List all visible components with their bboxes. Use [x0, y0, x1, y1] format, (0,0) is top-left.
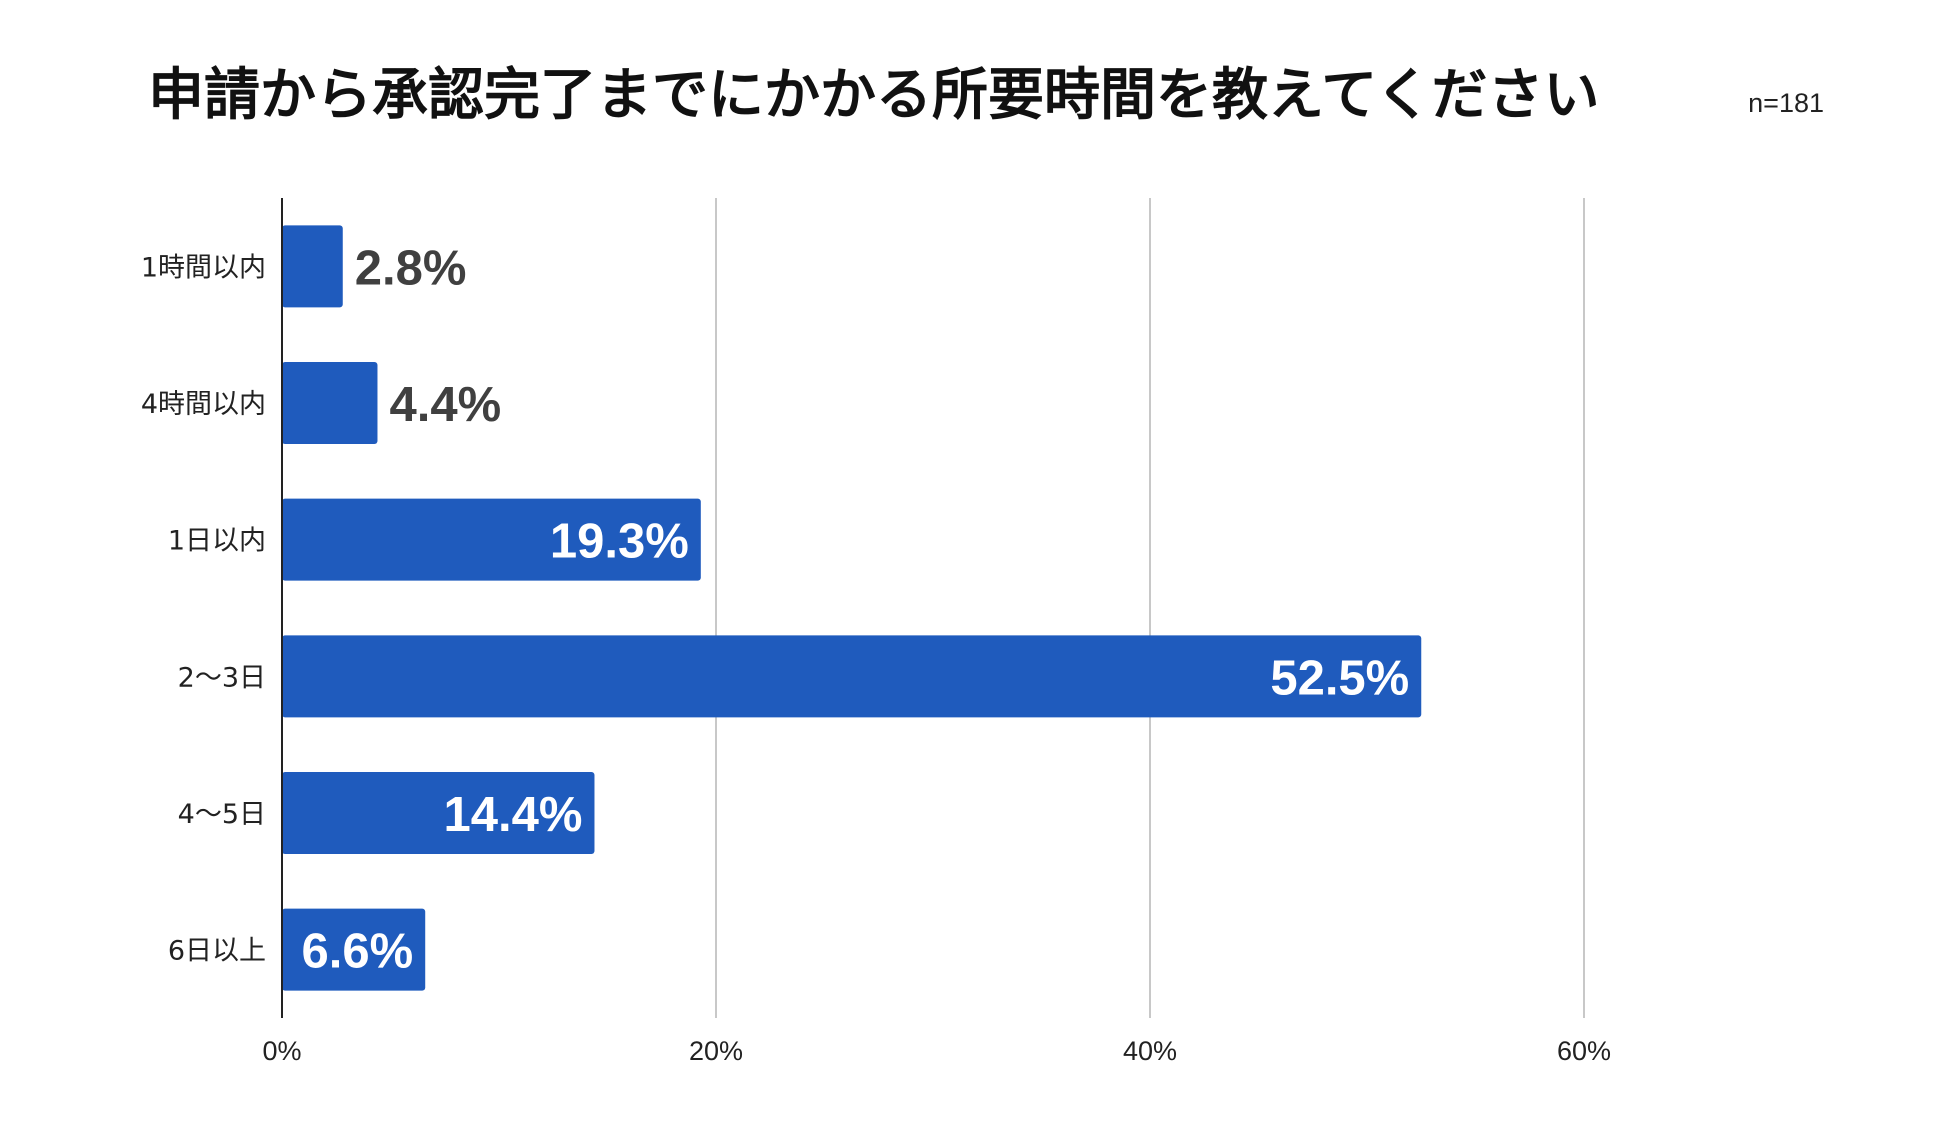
labels: 0% 20% 40% 60% 1時間以内 2.8% 4時間以内 4.4% 1日以内 19.3% 2〜…	[141, 241, 1611, 1066]
category-label: 1日以内	[168, 526, 266, 557]
category-label: 1時間以内	[141, 252, 266, 283]
bar	[282, 362, 378, 444]
value-label: 52.5%	[1270, 651, 1409, 705]
bars	[282, 225, 1422, 991]
bar	[282, 498, 701, 581]
value-label: 2.8%	[355, 241, 467, 295]
x-tick-label: 0%	[262, 1036, 301, 1066]
value-label: 19.3%	[550, 515, 689, 569]
gridlines	[715, 198, 1585, 1018]
category-label: 4時間以内	[141, 389, 266, 420]
x-tick-label: 40%	[1123, 1036, 1177, 1066]
bar	[282, 908, 426, 991]
value-label: 6.6%	[302, 925, 414, 979]
bar	[282, 772, 595, 854]
chart-title: 申請から承認完了までにかかる所要時間を教えてください	[148, 63, 1600, 128]
sample-size-label: n=181	[1748, 88, 1824, 118]
x-tick-label: 20%	[689, 1036, 743, 1066]
bar	[282, 225, 343, 308]
category-label: 2〜3日	[178, 662, 266, 693]
category-label: 6日以上	[168, 936, 266, 967]
category-label: 4〜5日	[178, 799, 266, 830]
x-tick-label: 60%	[1557, 1036, 1611, 1066]
bar	[282, 635, 1422, 718]
value-label: 14.4%	[444, 788, 583, 842]
value-label: 4.4%	[389, 378, 501, 432]
